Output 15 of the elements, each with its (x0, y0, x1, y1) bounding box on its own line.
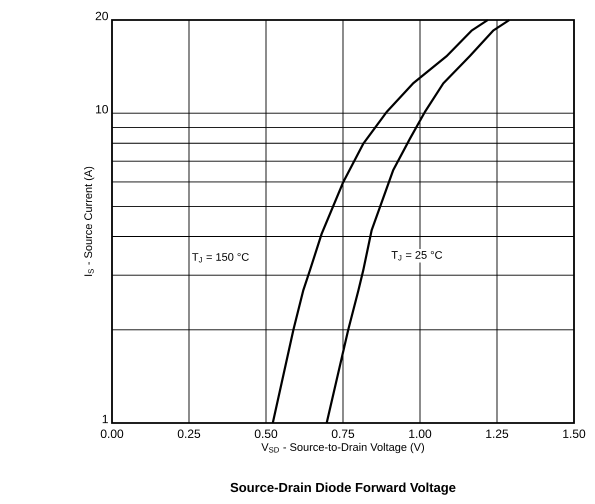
annotation: T$_{J}$ = 25 °C (392, 251, 442, 260)
y-tick-label: 1 (102, 414, 108, 424)
x-tick-label: 1.00 (409, 430, 432, 438)
x-axis-title: V$_{SD}$ - Source-to-Drain Voltage (V) (261, 442, 424, 454)
y-axis-title: I$_{S}$ - Source Current (A) (84, 166, 94, 276)
x-tick-label: 0.50 (254, 430, 278, 438)
x-tick-label: 0.75 (332, 430, 354, 438)
y-tick-label: 20 (96, 12, 108, 20)
y-tick-label: 10 (96, 104, 108, 114)
x-tick-label: 0.25 (178, 430, 200, 438)
x-tick-label: 0.00 (100, 430, 124, 438)
text: Source-Drain Diode Forward Voltage (230, 482, 456, 495)
annotation: T$_{J}$ = 150 °C (192, 253, 249, 262)
x-tick-label: 1.25 (486, 430, 508, 438)
x-tick-label: 1.50 (563, 430, 586, 438)
